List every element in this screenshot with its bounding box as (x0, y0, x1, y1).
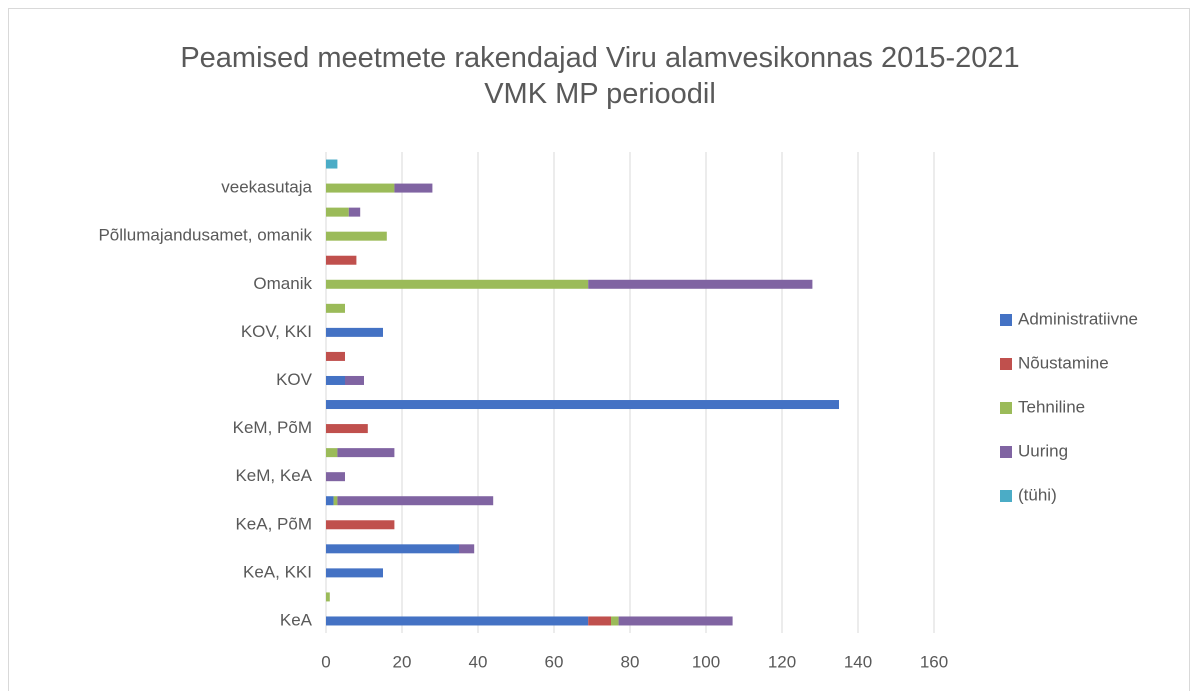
legend-label: Uuring (1018, 441, 1068, 460)
bar (326, 496, 334, 506)
legend-swatch (1000, 402, 1012, 414)
bar (394, 183, 433, 193)
legend-swatch (1000, 358, 1012, 370)
y-tick-label: KOV, KKI (241, 322, 312, 341)
bar (326, 400, 839, 410)
bar (326, 231, 387, 241)
legend-swatch (1000, 490, 1012, 502)
y-tick-label: KeM, KeA (235, 466, 312, 485)
y-tick-label: KeA (280, 610, 313, 629)
y-tick-label: KeA, PõM (235, 514, 312, 533)
x-tick-label: 60 (545, 652, 564, 671)
bar (326, 255, 357, 265)
bar (326, 568, 383, 578)
chart-border (8, 8, 1190, 691)
x-tick-label: 100 (692, 652, 720, 671)
bar (611, 616, 619, 626)
bar (326, 207, 349, 217)
x-tick-label: 20 (393, 652, 412, 671)
legend-swatch (1000, 446, 1012, 458)
legend-label: Nõustamine (1018, 353, 1109, 372)
y-tick-label: KeA, KKI (243, 562, 312, 581)
x-tick-label: 80 (621, 652, 640, 671)
bar (326, 424, 368, 434)
legend-label: (tühi) (1018, 485, 1057, 504)
bar (333, 496, 338, 506)
y-tick-label: Omanik (253, 274, 312, 293)
x-tick-label: 140 (844, 652, 872, 671)
y-tick-label: Põllumajandusamet, omanik (98, 226, 312, 245)
bar (588, 279, 813, 289)
x-tick-label: 160 (920, 652, 948, 671)
bar (326, 592, 330, 602)
y-tick-label: veekasutaja (221, 178, 312, 197)
x-tick-label: 120 (768, 652, 796, 671)
x-tick-label: 40 (469, 652, 488, 671)
bar (326, 183, 395, 193)
bar (326, 448, 338, 458)
bar (326, 472, 345, 482)
y-tick-label: KeM, PõM (233, 418, 312, 437)
bar (618, 616, 733, 626)
bar (588, 616, 611, 626)
bar (326, 520, 395, 530)
bar (345, 375, 364, 385)
legend-swatch (1000, 314, 1012, 326)
bar (326, 159, 338, 169)
bar (326, 303, 345, 313)
legend-label: Tehniline (1018, 397, 1085, 416)
legend-label: Administratiivne (1018, 309, 1138, 328)
bar (459, 544, 475, 554)
bar (337, 448, 395, 458)
bar (326, 616, 589, 626)
bar (348, 207, 361, 217)
bar (326, 351, 345, 361)
x-tick-label: 0 (321, 652, 330, 671)
bar (326, 544, 459, 554)
bar (326, 375, 345, 385)
bar (326, 279, 589, 289)
y-tick-label: KOV (276, 370, 313, 389)
chart-title: Peamised meetmete rakendajad Viru alamve… (180, 42, 1020, 110)
bar (326, 327, 383, 337)
bar (337, 496, 494, 506)
